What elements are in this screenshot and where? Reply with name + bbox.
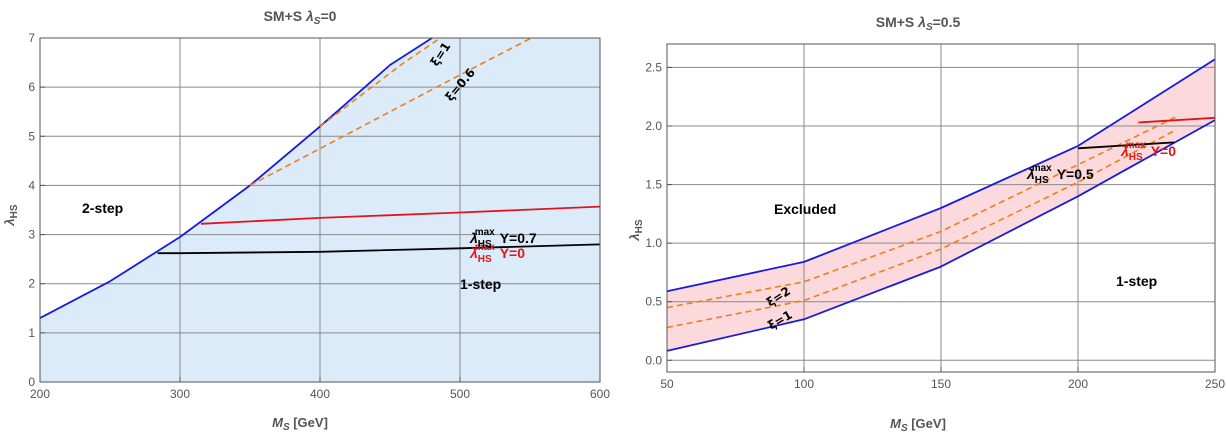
right-label-one-step: 1-step bbox=[1116, 273, 1157, 289]
l-ytick-label-6: 6 bbox=[28, 80, 35, 94]
l-xtick-label-1: 300 bbox=[170, 387, 190, 401]
l-series-xi-0-6 bbox=[249, 37, 532, 187]
r-ytick-label-0: 0.0 bbox=[645, 353, 662, 367]
r-xtick-label-0: 50 bbox=[660, 377, 674, 391]
right-y-ticks: 0.0 0.5 1.0 1.5 2.0 2.5 bbox=[645, 60, 672, 367]
right-chart: SM+S λS=0.5 50 100 150 200 250 0.0 0.5 1.0 1.5 2… bbox=[627, 14, 1225, 434]
l-ytick-label-0: 0 bbox=[28, 375, 35, 389]
r-series-lambdahsmax-y-0 bbox=[1138, 116, 1216, 124]
left-label-lambda-y07: λHSmax Y=0.7 bbox=[469, 227, 537, 250]
r-xtick-label-4: 250 bbox=[1205, 377, 1225, 391]
left-series bbox=[39, 37, 601, 319]
left-label-two-step: 2-step bbox=[82, 200, 123, 216]
l-ytick-label-4: 4 bbox=[28, 178, 35, 192]
r-series-xi-1 bbox=[666, 128, 1177, 329]
right-x-ticks: 50 100 150 200 250 bbox=[660, 367, 1225, 391]
r-series-lambdahsmax-y-0-5 bbox=[1077, 141, 1174, 150]
right-x-axis-label: MS [GeV] bbox=[890, 416, 946, 434]
r-xtick-label-1: 100 bbox=[794, 377, 814, 391]
l-xtick-label-3: 500 bbox=[450, 387, 470, 401]
l-xtick-label-0: 200 bbox=[30, 387, 50, 401]
right-label-lambda-y0: λHSmax Y=0 bbox=[1120, 140, 1176, 163]
l-ytick-label-5: 5 bbox=[28, 129, 35, 143]
left-x-axis-label: MS [GeV] bbox=[272, 415, 328, 433]
r-series-upper bbox=[666, 58, 1216, 293]
l-xtick-label-4: 600 bbox=[590, 387, 610, 401]
left-y-axis-label: λHS bbox=[2, 204, 20, 226]
left-y-ticks: 0 1 2 3 4 5 6 7 bbox=[28, 31, 45, 389]
left-chart: SM+S λS=0 200 300 400 500 600 0 1 2 3 4 5 6 7 MS [G… bbox=[2, 8, 610, 433]
r-ytick-label-1: 0.5 bbox=[645, 295, 662, 309]
r-xtick-label-2: 150 bbox=[931, 377, 951, 391]
left-grid bbox=[40, 38, 600, 382]
r-series-xi-2 bbox=[666, 115, 1177, 309]
l-ytick-label-3: 3 bbox=[28, 228, 35, 242]
left-chart-title: SM+S λS=0 bbox=[264, 8, 337, 27]
right-label-excluded: Excluded bbox=[774, 201, 836, 217]
r-ytick-label-4: 2.0 bbox=[645, 119, 662, 133]
l-ytick-label-2: 2 bbox=[28, 277, 35, 291]
right-label-lambda-y05: λHSmax Y=0.5 bbox=[1026, 163, 1094, 186]
right-grid bbox=[667, 44, 1215, 372]
r-xtick-label-3: 200 bbox=[1068, 377, 1088, 391]
l-ytick-label-7: 7 bbox=[28, 31, 35, 45]
l-xtick-label-2: 400 bbox=[310, 387, 330, 401]
right-y-axis-label: λHS bbox=[627, 219, 645, 241]
l-series-lambdahsmax-y-0-7 bbox=[157, 243, 601, 255]
r-series-lower bbox=[666, 119, 1216, 352]
l-series-lambdahsmax-y-0 bbox=[200, 205, 601, 225]
l-ytick-label-1: 1 bbox=[28, 326, 35, 340]
left-x-ticks: 200 300 400 500 600 bbox=[30, 377, 610, 401]
r-ytick-label-3: 1.5 bbox=[645, 178, 662, 192]
r-ytick-label-5: 2.5 bbox=[645, 60, 662, 74]
right-chart-title: SM+S λS=0.5 bbox=[876, 14, 961, 33]
left-label-one-step: 1-step bbox=[460, 276, 501, 292]
r-ytick-label-2: 1.0 bbox=[645, 236, 662, 250]
right-series bbox=[666, 58, 1216, 352]
left-label-lambda-y0: λHSmax Y=0 bbox=[469, 242, 525, 265]
